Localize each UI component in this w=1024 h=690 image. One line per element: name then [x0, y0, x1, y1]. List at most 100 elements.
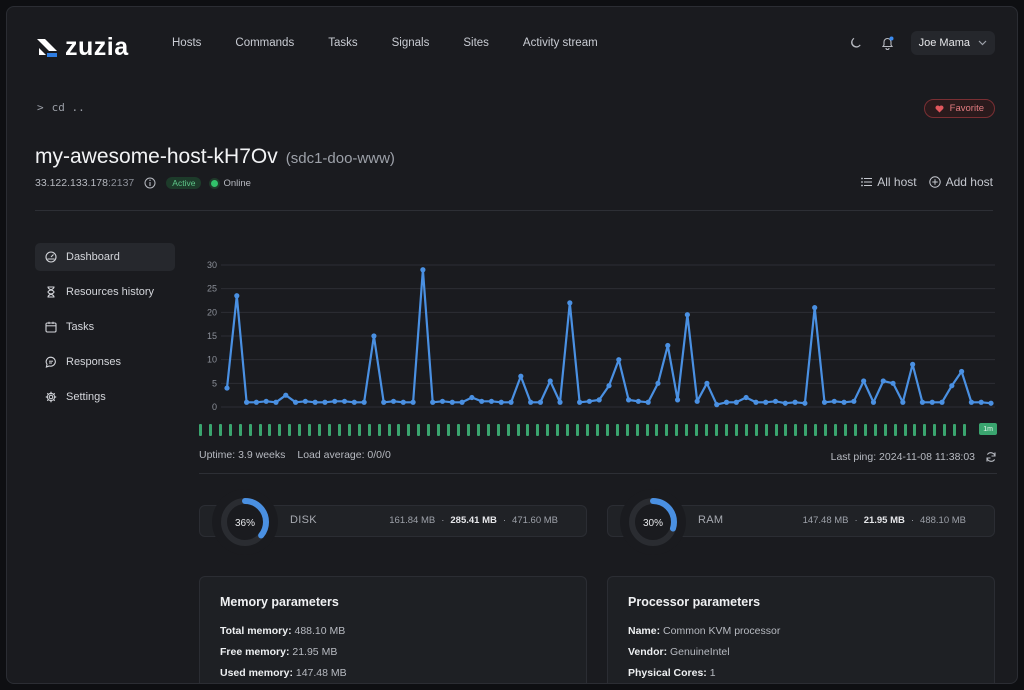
health-tick[interactable] — [794, 423, 798, 436]
health-tick[interactable] — [417, 423, 421, 436]
notification-bell-icon[interactable] — [879, 34, 897, 52]
health-tick[interactable] — [337, 423, 341, 436]
data-point[interactable] — [870, 399, 877, 405]
health-tick[interactable] — [853, 423, 857, 436]
data-point[interactable] — [968, 399, 975, 405]
all-host-button[interactable]: All host — [861, 175, 917, 189]
sidebar-item-responses[interactable]: Responses — [35, 348, 175, 376]
health-tick[interactable] — [377, 423, 381, 436]
data-point[interactable] — [900, 399, 906, 405]
health-tick[interactable] — [367, 423, 371, 436]
data-point[interactable] — [557, 399, 563, 405]
data-point[interactable] — [684, 312, 690, 318]
health-tick[interactable] — [605, 423, 609, 436]
data-point[interactable] — [635, 398, 641, 404]
sidebar-item-settings[interactable]: Settings — [35, 383, 175, 411]
data-point[interactable] — [792, 399, 798, 405]
health-tick[interactable] — [506, 423, 510, 436]
health-tick[interactable] — [387, 423, 391, 436]
nav-link-sites[interactable]: Sites — [463, 37, 489, 49]
health-tick[interactable] — [586, 423, 589, 436]
health-tick[interactable] — [695, 423, 699, 436]
data-point[interactable] — [949, 383, 955, 389]
health-tick[interactable] — [715, 423, 718, 436]
data-point[interactable] — [616, 357, 622, 363]
health-tick[interactable] — [228, 423, 232, 436]
health-tick[interactable] — [526, 423, 530, 436]
data-point[interactable] — [263, 398, 269, 404]
health-tick[interactable] — [734, 423, 738, 436]
data-point[interactable] — [567, 300, 573, 306]
data-point[interactable] — [439, 398, 446, 404]
health-tick[interactable] — [199, 423, 202, 436]
health-tick[interactable] — [814, 423, 818, 436]
health-tick[interactable] — [268, 423, 272, 436]
sidebar-item-resources-history[interactable]: Resources history — [35, 278, 175, 306]
health-tick[interactable] — [645, 423, 649, 436]
sidebar-item-dashboard[interactable]: Dashboard — [35, 243, 175, 271]
health-tick[interactable] — [625, 423, 629, 436]
data-point[interactable] — [802, 400, 808, 406]
data-point[interactable] — [224, 385, 230, 391]
data-point[interactable] — [498, 399, 504, 405]
nav-link-activity-stream[interactable]: Activity stream — [522, 37, 598, 49]
health-tick[interactable] — [516, 423, 520, 436]
health-tick[interactable] — [447, 423, 451, 436]
health-tick[interactable] — [893, 423, 897, 436]
data-point[interactable] — [939, 399, 945, 405]
data-point[interactable] — [694, 398, 700, 404]
data-point[interactable] — [292, 399, 299, 405]
data-point[interactable] — [772, 398, 779, 404]
data-point[interactable] — [753, 399, 759, 405]
health-tick[interactable] — [844, 423, 847, 436]
health-tick[interactable] — [576, 423, 580, 436]
health-tick[interactable] — [357, 423, 361, 436]
data-point[interactable] — [400, 399, 406, 405]
data-point[interactable] — [518, 373, 524, 379]
theme-toggle-moon-icon[interactable] — [847, 34, 865, 52]
data-point[interactable] — [469, 394, 475, 401]
data-point[interactable] — [449, 399, 455, 405]
data-point[interactable] — [253, 399, 259, 405]
nav-link-hosts[interactable]: Hosts — [172, 37, 202, 49]
data-point[interactable] — [596, 397, 602, 403]
data-point[interactable] — [861, 378, 867, 384]
data-point[interactable] — [929, 399, 935, 405]
health-tick[interactable] — [328, 423, 331, 436]
health-tick[interactable] — [685, 423, 689, 436]
health-tick[interactable] — [496, 423, 500, 436]
health-tick[interactable] — [466, 423, 470, 436]
data-point[interactable] — [234, 293, 240, 299]
health-tick[interactable] — [595, 423, 599, 436]
data-point[interactable] — [351, 399, 357, 405]
health-tick[interactable] — [724, 423, 728, 436]
health-tick[interactable] — [615, 423, 619, 436]
data-point[interactable] — [625, 397, 632, 403]
data-point[interactable] — [655, 380, 661, 386]
health-tick[interactable] — [774, 423, 778, 436]
data-point[interactable] — [390, 398, 397, 404]
data-point[interactable] — [851, 398, 857, 404]
data-point[interactable] — [332, 398, 338, 404]
data-point[interactable] — [459, 399, 465, 405]
health-tick[interactable] — [556, 423, 560, 436]
data-point[interactable] — [322, 399, 328, 405]
data-point[interactable] — [831, 398, 837, 404]
data-point[interactable] — [577, 399, 583, 405]
data-point[interactable] — [821, 399, 828, 405]
health-tick[interactable] — [754, 423, 758, 436]
data-point[interactable] — [919, 399, 926, 405]
health-tick[interactable] — [873, 423, 877, 436]
health-tick[interactable] — [218, 423, 222, 436]
health-tick[interactable] — [804, 423, 808, 436]
data-point[interactable] — [302, 398, 308, 404]
health-tick[interactable] — [208, 423, 212, 436]
health-tick[interactable] — [566, 423, 570, 436]
breadcrumb-cd-back[interactable]: cd .. — [51, 101, 85, 114]
health-tick[interactable] — [784, 423, 788, 436]
data-point[interactable] — [371, 333, 377, 339]
data-point[interactable] — [273, 399, 279, 405]
health-tick[interactable] — [248, 423, 252, 436]
health-tick[interactable] — [963, 423, 967, 436]
health-tick[interactable] — [427, 423, 431, 436]
